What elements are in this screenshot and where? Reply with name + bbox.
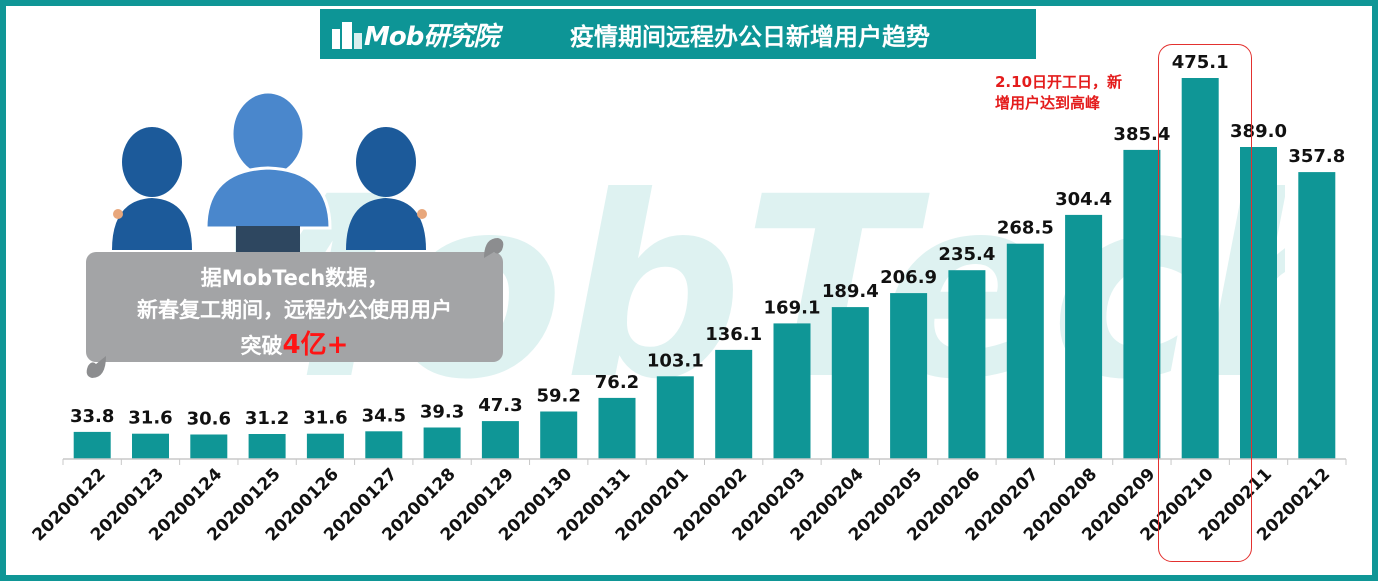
value-label-20200126: 31.6	[303, 408, 347, 429]
bar-20200206	[948, 270, 986, 459]
bar-20200203	[773, 323, 811, 459]
bar-20200201	[656, 376, 694, 459]
value-label-20200123: 31.6	[128, 408, 172, 429]
value-label-20200206: 235.4	[938, 244, 995, 265]
people-icon	[112, 90, 427, 252]
bar-20200128	[423, 427, 461, 459]
callout-scroll-curl-bottom	[86, 356, 106, 378]
value-label-20200125: 31.2	[245, 408, 289, 429]
callout-line-2: 新春复工期间，远程办公使用用户	[137, 298, 452, 322]
bar-20200207	[1006, 243, 1044, 459]
value-label-20200201: 103.1	[647, 350, 704, 371]
callout-scroll-curl	[484, 238, 504, 258]
mob-logo: Mob研究院	[330, 15, 499, 53]
value-label-20200202: 136.1	[705, 324, 762, 345]
value-label-20200210: 475.1	[1172, 52, 1229, 73]
bar-20200130	[540, 411, 578, 459]
header-banner: Mob研究院 疫情期间远程办公日新增用户趋势	[320, 9, 1036, 59]
bar-20200208	[1065, 214, 1103, 459]
bar-20200124	[190, 434, 228, 459]
bar-20200126	[306, 433, 344, 459]
bar-20200211	[1240, 147, 1277, 459]
callout-highlight: 4亿+	[282, 330, 349, 360]
value-label-20200128: 39.3	[420, 402, 464, 423]
bar-20200202	[715, 349, 753, 459]
value-label-20200203: 169.1	[764, 297, 821, 318]
value-label-20200131: 76.2	[595, 372, 639, 393]
value-label-20200208: 304.4	[1055, 189, 1112, 210]
category-labels-layer: 2020012220200123202001242020012520200126…	[29, 464, 1335, 545]
value-label-20200212: 357.8	[1288, 146, 1345, 167]
annotation-line-2: 增用户达到高峰	[995, 94, 1101, 112]
callout-line-1: 据MobTech数据，	[200, 266, 389, 290]
bar-20200125	[248, 434, 286, 459]
bar-20200129	[481, 421, 519, 459]
annotation-line-1: 2.10日开工日，新	[995, 73, 1123, 91]
bar-20200212	[1298, 172, 1336, 459]
peak-highlight-box	[1158, 44, 1252, 562]
bar-20200122	[73, 431, 111, 459]
bar-20200204	[831, 307, 869, 459]
bars-layer	[73, 78, 1336, 459]
value-label-20200130: 59.2	[536, 386, 580, 407]
value-label-20200205: 206.9	[880, 267, 937, 288]
logo-text: Mob研究院	[364, 21, 499, 52]
value-label-20200124: 30.6	[187, 409, 231, 430]
callout-line-3: 突破4亿+	[86, 324, 503, 361]
callout-box: 据MobTech数据， 新春复工期间，远程办公使用用户 突破4亿+	[86, 252, 503, 362]
bar-20200127	[365, 431, 403, 459]
bar-20200205	[890, 293, 928, 459]
x-ticks-layer	[62, 459, 1347, 465]
value-label-20200129: 47.3	[478, 395, 522, 416]
value-label-20200211: 389.0	[1230, 121, 1287, 142]
logo-building-icon	[332, 22, 362, 49]
bar-20200123	[132, 433, 169, 459]
bar-20200131	[598, 397, 636, 459]
value-label-20200209: 385.4	[1113, 124, 1170, 145]
value-label-20200127: 34.5	[362, 405, 406, 426]
value-label-20200122: 33.8	[70, 406, 114, 427]
bar-20200210	[1181, 78, 1219, 459]
value-label-20200204: 189.4	[822, 281, 879, 302]
chart-title: 疫情期间远程办公日新增用户趋势	[570, 23, 930, 51]
callout-line-3-prefix: 突破	[240, 334, 283, 358]
value-label-20200207: 268.5	[997, 218, 1054, 239]
peak-annotation: 2.10日开工日，新 增用户达到高峰	[995, 72, 1175, 114]
bar-20200209	[1123, 149, 1161, 459]
value-labels-layer: 33.8 31.6 30.6 31.2 31.6 34.5 39.3 47.3 59.2 76.2…	[70, 52, 1345, 430]
